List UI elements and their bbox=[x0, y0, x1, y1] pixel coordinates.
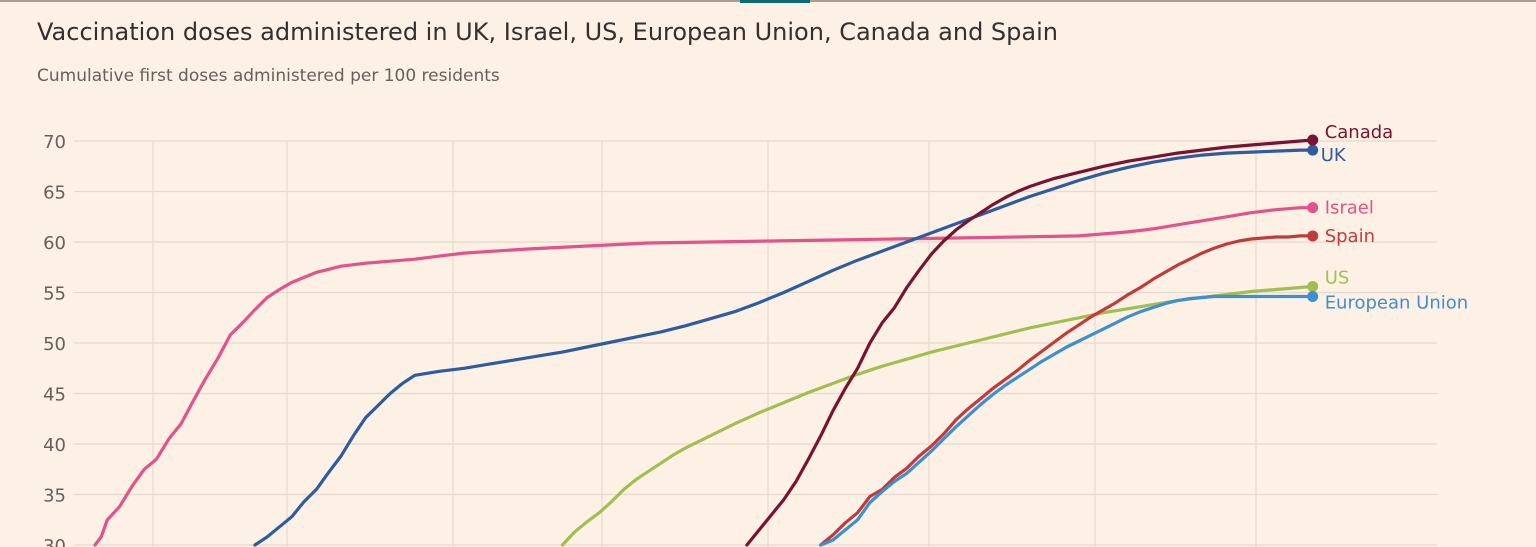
series-endpoint-us bbox=[1307, 280, 1319, 292]
y-tick-label: 45 bbox=[43, 385, 66, 406]
chart-subtitle: Cumulative first doses administered per … bbox=[37, 66, 500, 86]
series-label-israel: Israel bbox=[1325, 198, 1374, 219]
series-label-uk: UK bbox=[1321, 145, 1347, 166]
series-label-european-union: European Union bbox=[1325, 293, 1468, 314]
y-tick-label: 30 bbox=[43, 536, 66, 547]
series-endpoint-israel bbox=[1307, 202, 1319, 214]
top-accent-tab bbox=[740, 0, 810, 3]
series-endpoint-european-union bbox=[1307, 291, 1319, 303]
series-endpoints bbox=[1307, 134, 1319, 303]
series-label-canada: Canada bbox=[1325, 122, 1394, 143]
grid bbox=[74, 140, 1437, 547]
series-endpoint-uk bbox=[1307, 144, 1319, 156]
series-line-european-union bbox=[819, 294, 1315, 547]
y-tick-label: 60 bbox=[43, 233, 66, 254]
y-tick-label: 70 bbox=[43, 132, 66, 153]
series-line-us bbox=[560, 284, 1315, 547]
series-line-spain bbox=[819, 234, 1315, 547]
y-tick-label: 55 bbox=[43, 284, 66, 305]
y-tick-label: 50 bbox=[43, 334, 66, 355]
series-endpoint-canada bbox=[1307, 134, 1319, 146]
chart-title: Vaccination doses administered in UK, Is… bbox=[37, 18, 1058, 46]
y-tick-label: 65 bbox=[43, 183, 66, 204]
y-axis: 30 35 40 45 50 55 60 65 70 bbox=[43, 132, 66, 547]
series-label-us: US bbox=[1325, 267, 1350, 288]
series-label-spain: Spain bbox=[1325, 226, 1375, 247]
series-labels: Israel UK US Canada Spain European Union bbox=[1321, 122, 1468, 314]
series-lines bbox=[93, 138, 1315, 547]
series-line-uk bbox=[253, 148, 1315, 547]
series-endpoint-spain bbox=[1307, 230, 1319, 242]
y-tick-label: 40 bbox=[43, 435, 66, 456]
series-line-israel bbox=[93, 206, 1315, 547]
series-line-canada bbox=[745, 138, 1315, 547]
y-tick-label: 35 bbox=[43, 486, 66, 507]
